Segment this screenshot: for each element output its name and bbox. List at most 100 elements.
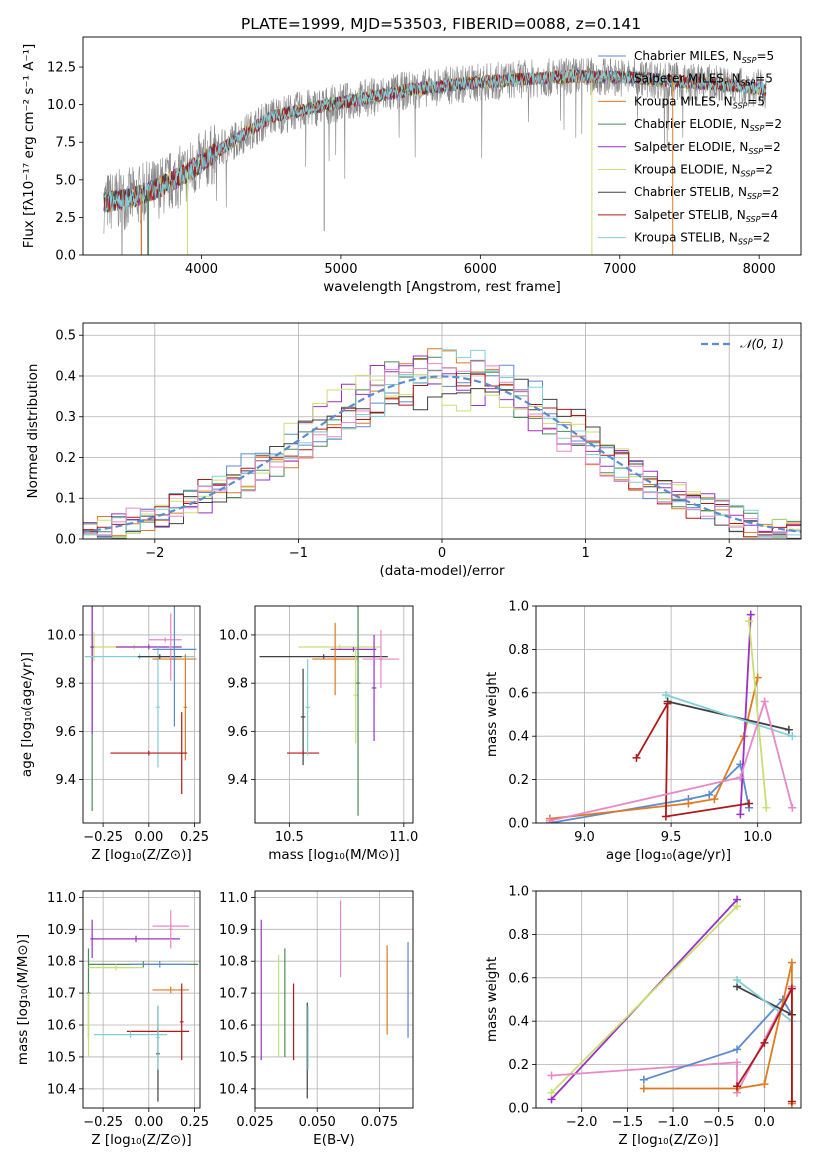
y-axis-label: mass weight [484,957,500,1042]
weight-marker [788,803,797,812]
mass_vs_EBV-axes: 0.025 0.050 0.075 10.4 10.5 10.6 10.7 10.8 10.9 1… [219,890,414,1148]
weight-line-3 [748,621,768,808]
legend-label-1: Salpeter MILES, NSSP=5 [634,72,773,88]
x-tick-label: 1 [581,546,589,561]
weight-marker [736,773,745,782]
weight-marker [760,1038,769,1047]
weight_vs_Z-lines [547,895,796,1108]
y-tick-label: 9.6 [227,725,248,740]
legend-label-8: Kroupa STELIB, NSSP=2 [634,231,770,247]
weight-marker [733,1045,742,1054]
y-tick-label: 9.6 [55,725,76,740]
spectrum-lines [103,57,767,255]
axes-frame [82,322,802,540]
x-tick-label: −2 [145,546,164,561]
legend-label-5: Kroupa ELODIE, NSSP=2 [634,163,773,179]
y-tick-label: 10.7 [219,987,248,1002]
weight-marker [760,697,769,706]
y-tick-label: 0.2 [55,451,76,466]
weight-marker [733,1082,742,1091]
weight-marker [547,1071,556,1080]
weight-marker [736,810,745,819]
weight-marker [733,975,742,984]
weight-marker [710,795,719,804]
x-tick-label: 10.5 [275,830,304,845]
weight-line-1 [550,905,738,1094]
x-tick-label: 7000 [603,262,636,277]
weight-line-6 [736,979,793,1022]
weight-marker [733,902,742,911]
x-tick-label: −1.5 [612,1115,644,1130]
age_vs_mass-points [259,606,400,816]
axes-frame [82,890,201,1109]
x-tick-label: 0.25 [180,830,209,845]
mass_vs_Z-axes: −0.25 0.00 0.25 10.4 10.5 10.6 10.7 10.8 10.9 11.… [15,890,209,1148]
y-tick-label: 11.0 [219,891,248,906]
weight-marker [639,1084,648,1093]
figure-title: PLATE=1999, MJD=53503, FIBERID=0088, z=0… [241,15,641,33]
weight-marker [639,1075,648,1084]
weight-marker [745,799,754,808]
weight-marker [787,984,796,993]
weight-marker [661,690,670,699]
y-axis-label: mass [log₁₀(M/M⊙)] [15,934,31,1065]
y-tick-label: 0.2 [508,1058,529,1073]
y-axis-label: age [log₁₀(age/yr)] [19,652,35,777]
legend-label-6: Chabrier STELIB, NSSP=2 [634,185,779,201]
y-tick-label: 10.4 [219,1082,248,1097]
x-tick-label: 0.050 [299,1115,336,1130]
legend-label-gaussian: 𝒩(0, 1) [740,337,784,351]
weight-marker [661,812,670,821]
x-axis-label: Z [log₁₀(Z/Z⊙)] [91,847,191,863]
weight-line-7 [549,698,794,822]
spectrum-series-8 [103,69,767,212]
x-axis-label: E(B-V) [313,1132,355,1148]
weight-marker [762,803,771,812]
y-tick-label: 10.5 [219,1050,248,1065]
x-tick-label: −1 [289,546,308,561]
residuals-axes: −2 −1 0 1 2 0.0 0.1 0.2 0.3 0.4 0.5 (data-model)/er… [25,322,802,579]
x-tick-label: 9.0 [574,830,595,845]
weight-marker [547,1088,556,1097]
y-tick-label: 0.0 [55,249,76,264]
weight-marker [705,790,714,799]
legend-label-3: Chabrier ELODIE, NSSP=2 [634,117,782,133]
y-tick-label: 9.8 [227,677,248,692]
y-axis-label: Normed distribution [25,364,41,499]
x-tick-label: 0.0 [754,1115,775,1130]
y-tick-label: 1.0 [508,600,529,615]
y-tick-label: 9.4 [55,773,76,788]
x-tick-label: 5000 [324,262,357,277]
y-tick-label: 10.0 [47,98,76,113]
x-axis-label: Z [log₁₀(Z/Z⊙)] [618,1132,718,1148]
x-axis-label: mass [log₁₀(M/M⊙)] [268,847,399,863]
age_vs_Z-axes: −0.25 0.00 0.25 9.4 9.6 9.8 10.0 Z [log₁₀(Z/Z⊙)… [19,605,209,863]
x-tick-label: −0.5 [703,1115,735,1130]
x-tick-label: 9.5 [661,830,682,845]
mass_vs_Z-points [86,910,199,1102]
y-tick-label: 0.2 [508,773,529,788]
weight-marker [684,799,693,808]
weight-marker [760,1080,769,1089]
y-tick-label: 10.5 [47,1050,76,1065]
y-tick-label: 10.9 [219,923,248,938]
legend-label-7: Salpeter STELIB, NSSP=4 [634,208,778,224]
y-tick-label: 10.6 [219,1019,248,1034]
y-axis-label: Flux [fλ10⁻¹⁷ erg cm⁻² s⁻¹ A⁻¹] [21,44,37,249]
y-tick-label: 10.0 [219,628,248,643]
axes-frame [535,605,802,824]
axes-frame [254,605,414,824]
x-tick-label: −0.25 [83,830,123,845]
y-tick-label: 0.0 [55,533,76,548]
x-tick-label: 0.075 [361,1115,398,1130]
histogram-8 [83,360,801,539]
histogram-7 [83,349,801,538]
y-tick-label: 0.0 [508,1102,529,1117]
age_vs_Z-points [84,606,197,811]
weight-marker [545,816,554,823]
x-tick-label: −0.25 [83,1115,123,1130]
y-tick-label: 0.1 [55,492,76,507]
y-tick-label: 0.5 [55,329,76,344]
y-tick-label: 0.8 [508,928,529,943]
